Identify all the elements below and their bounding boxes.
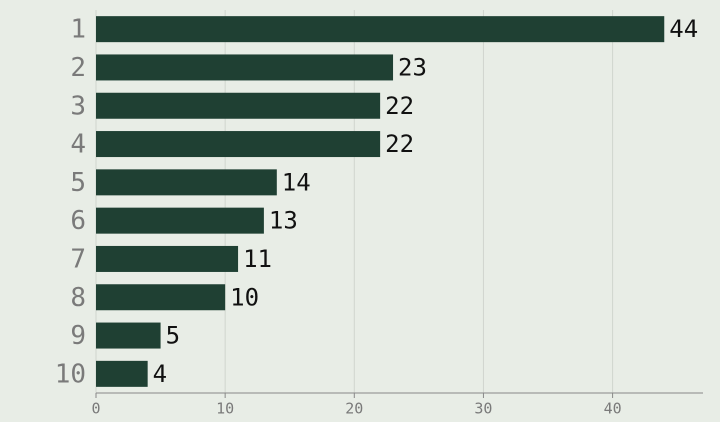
- y-tick-label: 8: [70, 283, 86, 313]
- value-label: 11: [243, 245, 272, 273]
- bar: [96, 360, 148, 387]
- y-tick-label: 5: [70, 168, 86, 198]
- y-tick-label: 6: [70, 206, 86, 236]
- y-tick-label: 1: [70, 15, 86, 45]
- bar: [96, 131, 381, 158]
- value-label: 4: [153, 360, 167, 388]
- value-label: 44: [669, 15, 698, 43]
- value-label: 10: [230, 283, 259, 311]
- bar: [96, 284, 226, 311]
- value-label: 14: [282, 168, 311, 196]
- y-tick-label: 9: [70, 321, 86, 351]
- y-tick-label: 7: [70, 244, 86, 274]
- value-label: 23: [398, 53, 427, 81]
- bar: [96, 16, 665, 43]
- bar: [96, 54, 394, 81]
- bar: [96, 207, 264, 234]
- x-tick-label: 20: [345, 400, 363, 418]
- bar: [96, 92, 381, 119]
- value-label: 22: [385, 92, 414, 120]
- y-tick-label: 2: [70, 53, 86, 83]
- y-tick-label: 4: [70, 130, 86, 160]
- value-label: 22: [385, 130, 414, 158]
- x-tick-label: 30: [474, 400, 492, 418]
- bar: [96, 169, 277, 196]
- x-tick-label: 10: [216, 400, 234, 418]
- x-tick-label: 40: [604, 400, 622, 418]
- y-tick-label: 10: [55, 359, 86, 389]
- value-label: 5: [166, 322, 180, 350]
- value-label: 13: [269, 207, 298, 235]
- bar: [96, 245, 239, 272]
- y-tick-label: 3: [70, 91, 86, 121]
- x-tick-label: 0: [91, 400, 100, 418]
- bar: [96, 322, 161, 349]
